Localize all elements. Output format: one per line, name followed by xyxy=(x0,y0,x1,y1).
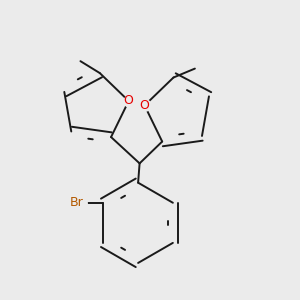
Text: O: O xyxy=(124,94,134,107)
Text: O: O xyxy=(140,99,149,112)
Text: Br: Br xyxy=(70,196,83,209)
